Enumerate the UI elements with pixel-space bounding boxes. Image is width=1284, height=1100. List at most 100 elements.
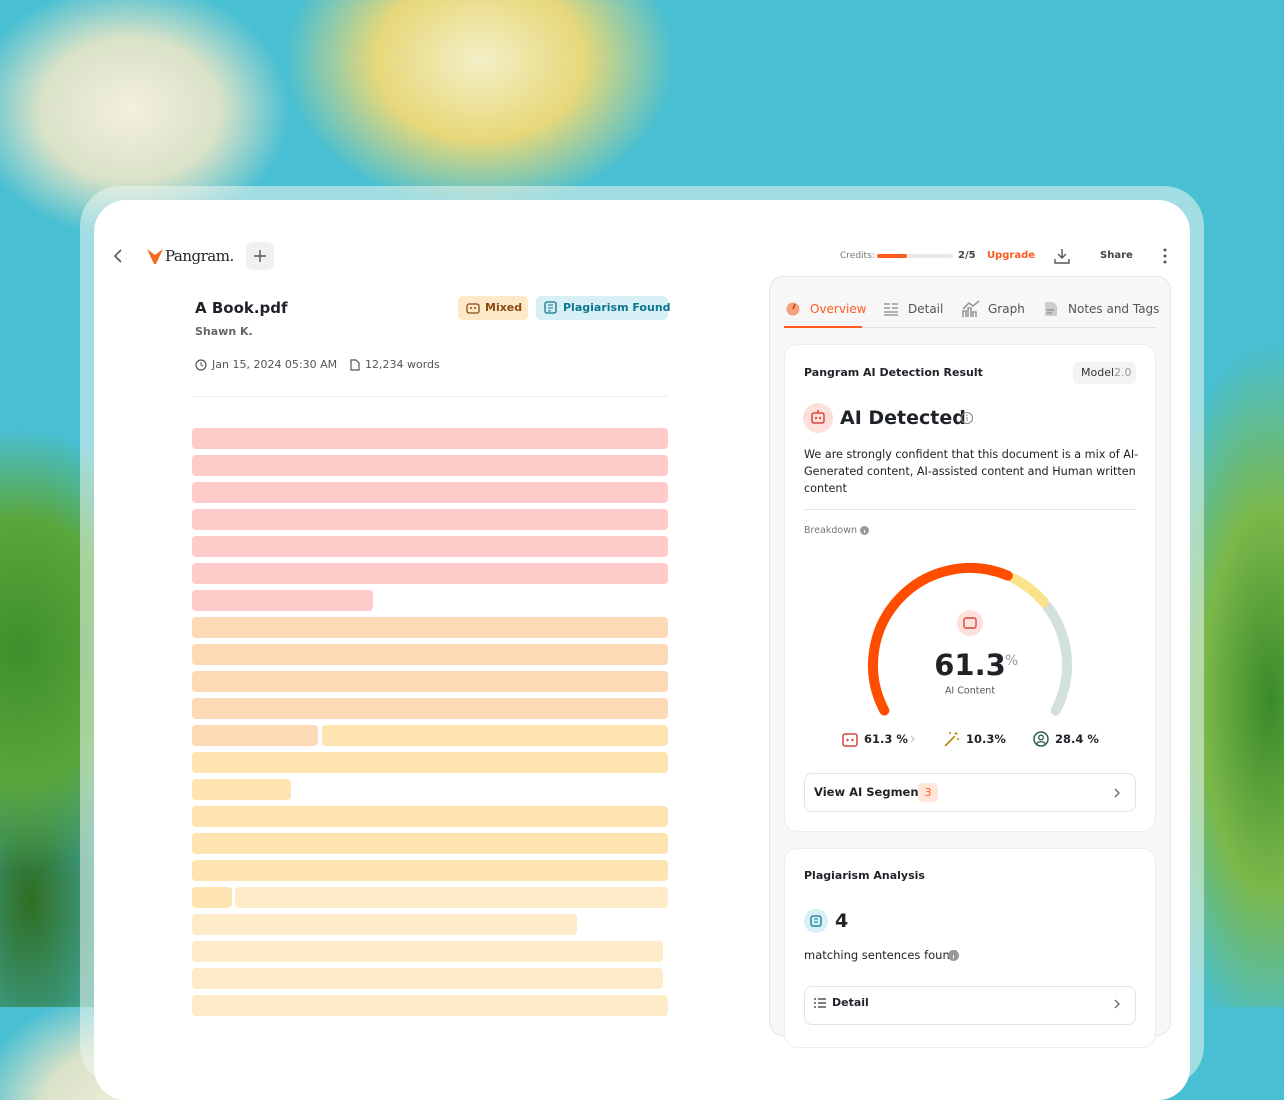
highlight-line xyxy=(192,779,291,800)
divider xyxy=(193,396,668,397)
chevron xyxy=(1114,788,1120,798)
model-label: Model xyxy=(1081,366,1115,379)
model-version: 2.0 xyxy=(1114,366,1132,379)
tab[interactable]: Notes and Tags xyxy=(1068,302,1160,316)
download-button[interactable] xyxy=(1054,248,1070,264)
tab-icon xyxy=(884,303,898,316)
credits-track xyxy=(877,254,953,258)
segments-label: View AI Segments xyxy=(814,785,931,799)
brand: Pangram. xyxy=(165,247,234,265)
plagiarism-count: 4 xyxy=(835,910,849,932)
tab[interactable]: Graph xyxy=(988,302,1025,316)
plagiarism-icon xyxy=(804,909,828,933)
plagiarism-caption: matching sentences found xyxy=(804,948,958,962)
tab-underline xyxy=(784,326,862,328)
detail-label: Detail xyxy=(832,996,869,1009)
segments-count: 3 xyxy=(924,786,932,799)
highlight-line xyxy=(192,833,668,854)
highlight-line xyxy=(192,968,663,989)
doc-date: Jan 15, 2024 05:30 AM xyxy=(212,358,338,371)
highlight-line xyxy=(192,482,668,503)
detection-title: Pangram AI Detection Result xyxy=(804,366,983,379)
highlight-line xyxy=(235,887,668,908)
gauge-label: AI Content xyxy=(945,686,995,697)
badge-text: Mixed xyxy=(485,301,523,314)
back-button[interactable] xyxy=(112,249,124,263)
highlight-line xyxy=(192,644,668,665)
chevron xyxy=(910,735,915,743)
highlight-line xyxy=(192,860,668,881)
doc-words: 12,234 words xyxy=(365,358,440,371)
plagiarism-icon xyxy=(544,301,557,314)
verdict-icon xyxy=(803,403,833,433)
doc-author: Shawn K. xyxy=(195,325,253,338)
robot-icon xyxy=(842,733,858,747)
highlight-line xyxy=(192,698,668,719)
wand-icon xyxy=(944,732,959,747)
info-icon[interactable] xyxy=(860,526,869,535)
highlight-line xyxy=(192,914,577,935)
badge-text: Plagiarism Found xyxy=(563,301,671,314)
gauge-icon xyxy=(963,617,977,629)
highlight-line xyxy=(192,617,668,638)
highlight-line xyxy=(192,455,668,476)
highlight-line xyxy=(192,671,668,692)
more-button[interactable] xyxy=(1162,248,1168,264)
breakdown-value: 10.3% xyxy=(966,732,1006,746)
tab[interactable]: Detail xyxy=(908,302,944,316)
new-button[interactable] xyxy=(246,242,274,270)
highlight-line xyxy=(192,941,663,962)
tab[interactable]: Overview xyxy=(810,302,867,316)
model-badge xyxy=(1073,362,1136,384)
gauge-value: 61.3 xyxy=(934,648,1006,682)
badge-mixed xyxy=(458,296,528,320)
highlight-line xyxy=(192,752,668,773)
logo-icon xyxy=(147,249,163,264)
segments-badge xyxy=(918,783,938,802)
highlight-line xyxy=(192,725,318,746)
breakdown-value: 61.3 % xyxy=(864,732,908,746)
info-icon[interactable] xyxy=(961,412,973,424)
doc-icon xyxy=(350,359,360,371)
highlight-line xyxy=(192,563,668,584)
tab-icon xyxy=(1045,302,1057,316)
plagiarism-title: Plagiarism Analysis xyxy=(804,869,925,882)
gauge: 61.3 % AI Content xyxy=(868,563,1072,716)
highlight-line xyxy=(192,428,668,449)
highlight-line xyxy=(192,887,232,908)
badge-plagiarism xyxy=(536,296,668,320)
gauge-icon xyxy=(957,610,983,636)
highlight-line xyxy=(192,509,668,530)
highlight-line xyxy=(192,536,668,557)
breakdown-label: Breakdown xyxy=(804,525,858,536)
highlight-line xyxy=(192,995,668,1016)
credits-bar xyxy=(877,254,908,258)
gauge-arc xyxy=(868,563,1013,716)
clock-icon xyxy=(195,359,207,371)
list-icon xyxy=(814,998,826,1008)
segments-button[interactable] xyxy=(804,773,1136,812)
gauge-arc xyxy=(1007,572,1049,608)
robot-icon xyxy=(466,303,480,314)
breakdown-value: 28.4 % xyxy=(1055,732,1099,746)
detection-card xyxy=(784,344,1156,832)
chevron xyxy=(1114,999,1120,1009)
highlight-line xyxy=(192,590,373,611)
tab-icon xyxy=(786,302,800,316)
verdict: AI Detected xyxy=(840,407,966,429)
upgrade-button[interactable]: Upgrade xyxy=(987,250,1036,261)
description: We are strongly confident that this docu… xyxy=(804,448,1139,495)
share-button[interactable]: Share xyxy=(1100,250,1133,261)
tabs-line xyxy=(784,327,1156,328)
gauge-unit: % xyxy=(1005,653,1018,669)
gauge-arc xyxy=(1042,601,1072,716)
credits-label: Credits: xyxy=(840,251,875,261)
info-icon[interactable] xyxy=(948,950,959,961)
divider xyxy=(804,509,1136,510)
highlight-line xyxy=(192,806,668,827)
human-icon xyxy=(1033,731,1049,747)
tab-icon xyxy=(962,300,980,317)
doc-title: A Book.pdf xyxy=(195,299,288,317)
highlight-line xyxy=(322,725,668,746)
